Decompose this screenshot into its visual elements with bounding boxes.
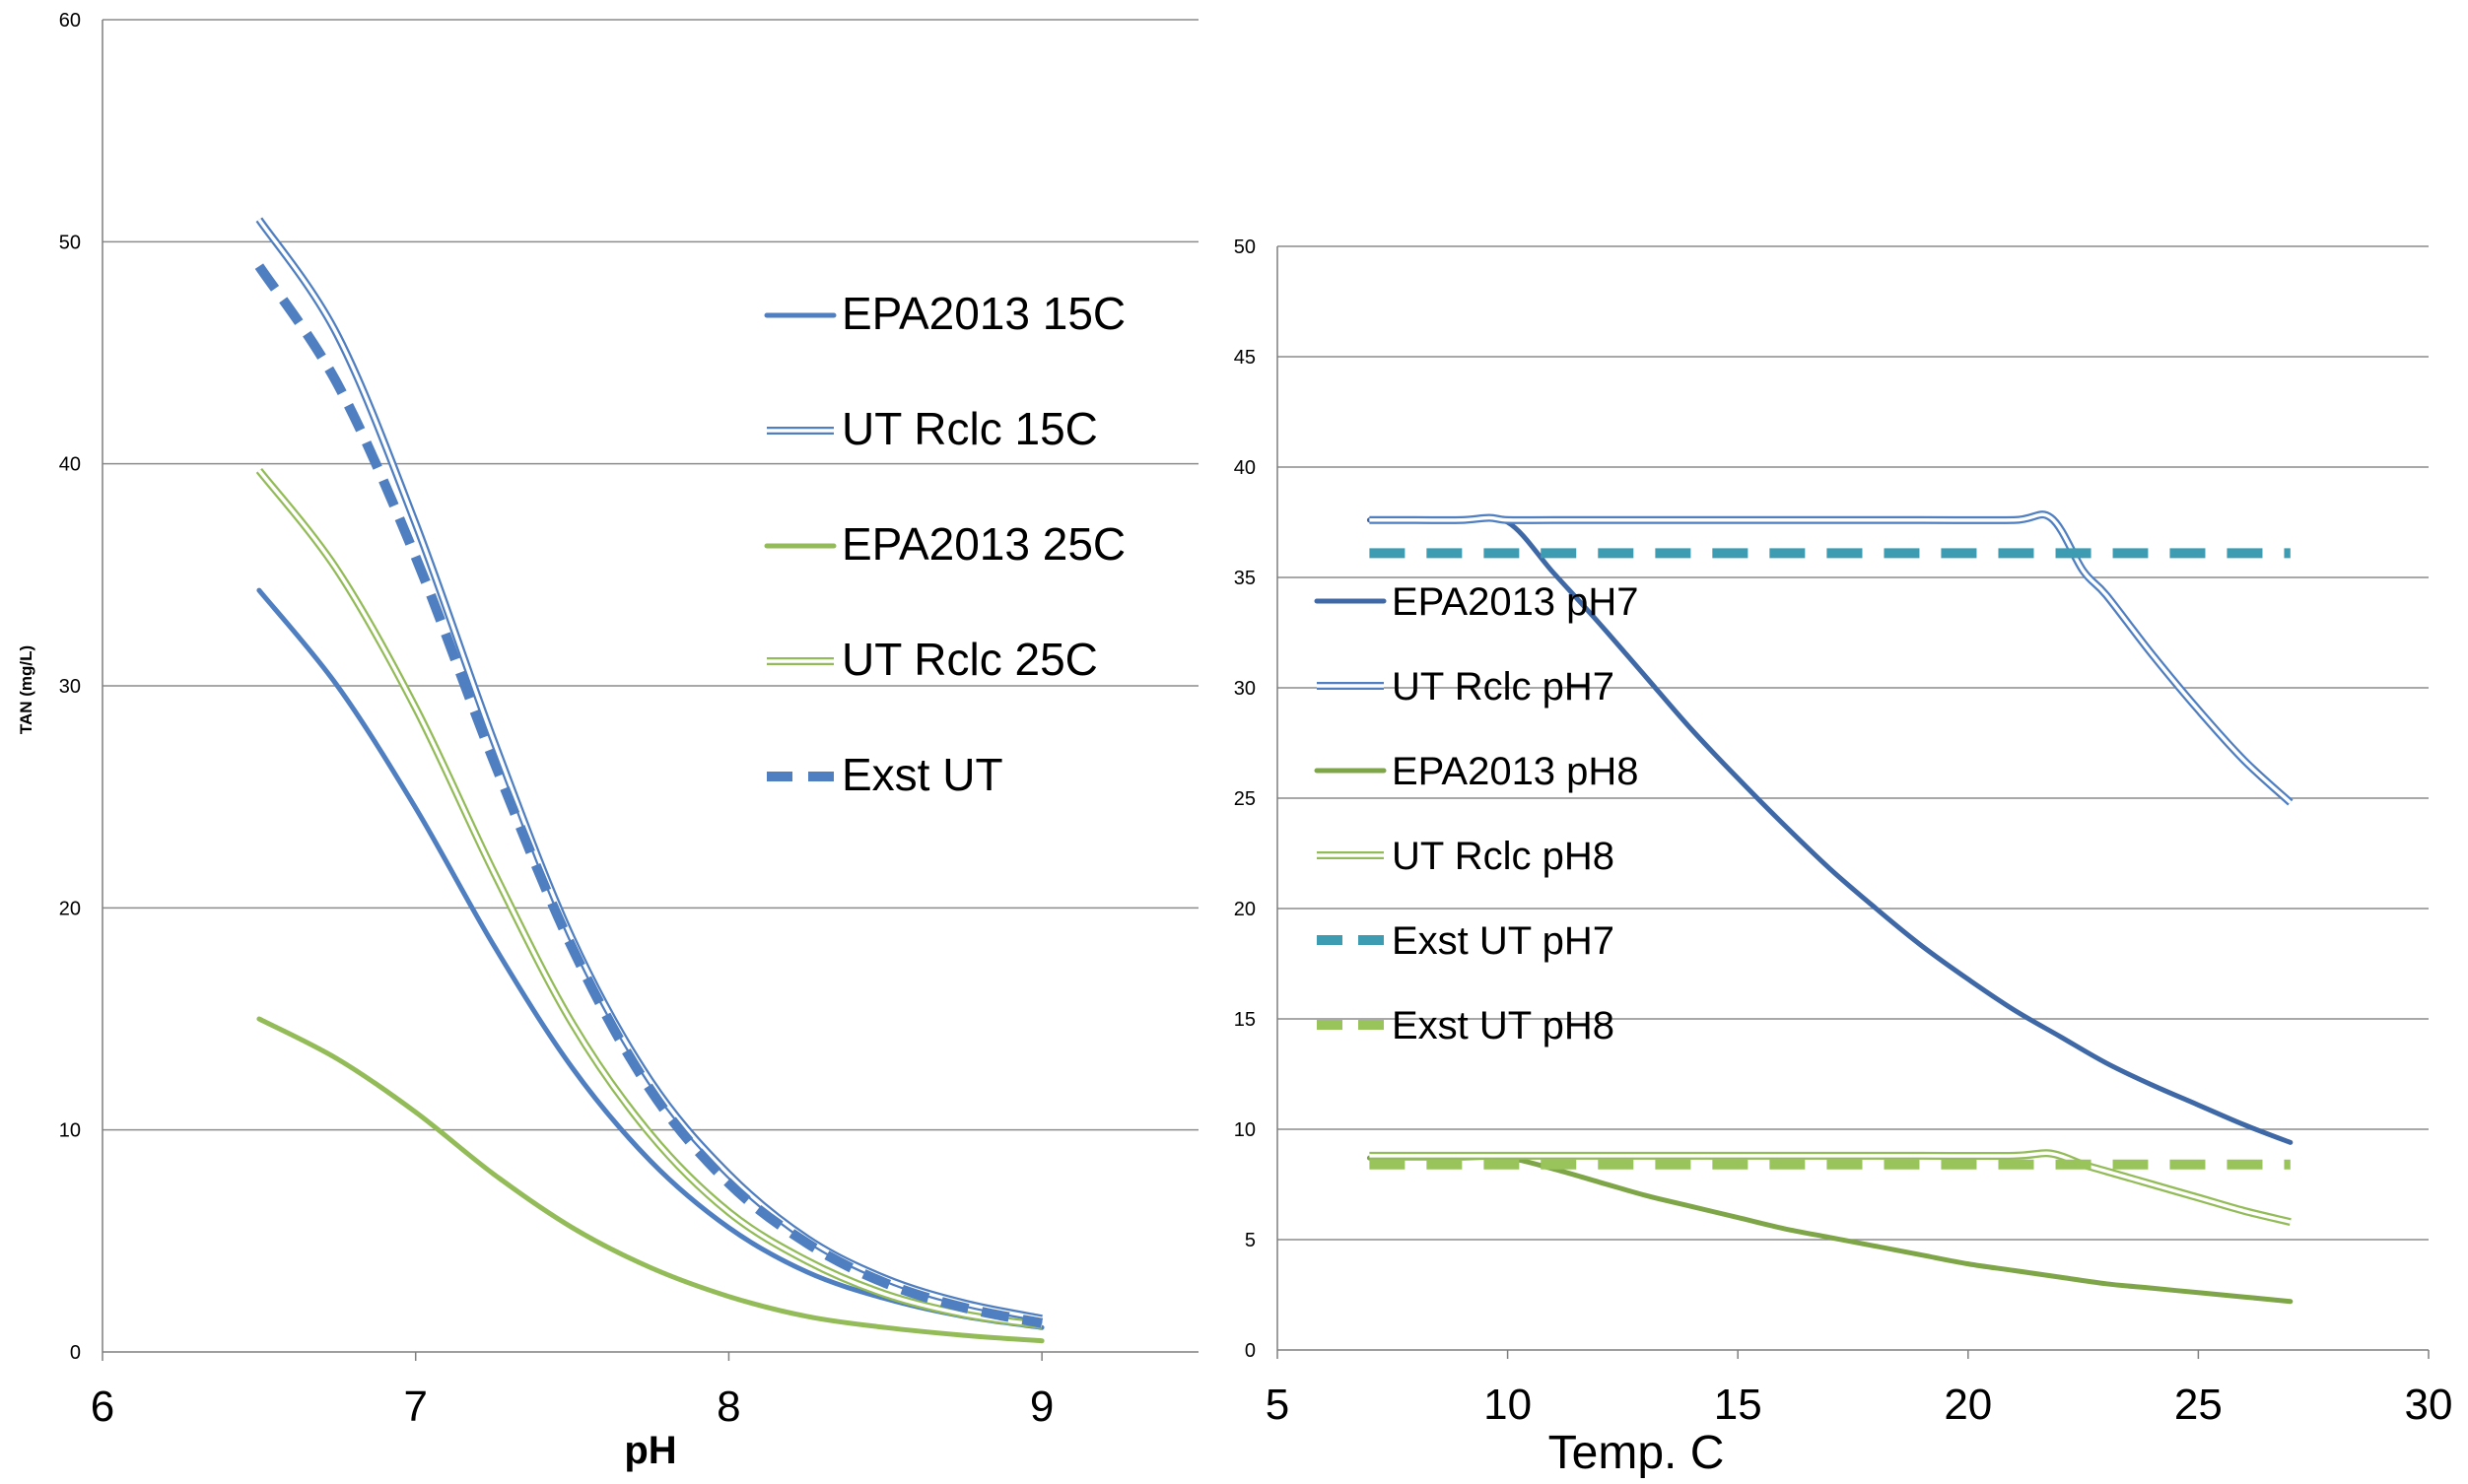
- ph-chart-series-epa2013-25c-line: [256, 1016, 1045, 1344]
- ph-chart-x-tick-labels: 6 7 8 9: [91, 1383, 1055, 1431]
- temperature-chart-gridlines: [1276, 245, 2430, 1359]
- temperature-chart-series-ut-rclc-ph8-core: [1369, 1151, 2292, 1224]
- ph-chart: 0 10 20 30 40 50 60 6 7 8 9 EPA2013 15C UT Rclc 15…: [17, 10, 1199, 1472]
- temperature-chart-legend-label: EPA2013 pH8: [1392, 750, 1639, 793]
- temperature-chart-series: [1366, 510, 2294, 1305]
- temperature-chart-legend: EPA2013 pH7 UT Rclc pH7 EPA2013 pH8 UT Rclc…: [1314, 580, 1639, 1047]
- temperature-chart-y-tick-label: 30: [1234, 678, 1256, 700]
- ph-chart-series-ut-rclc-25c-core: [257, 469, 1043, 1327]
- ph-chart-legend: EPA2013 15C UT Rclc 15C EPA2013 25C UT Rclc…: [764, 288, 1126, 800]
- ph-chart-x-tick-label: 6: [91, 1383, 114, 1431]
- ph-chart-legend-label: Exst UT: [842, 749, 1003, 800]
- temperature-chart-y-tick-labels: 0 5 10 15 20 25 30 35 40 45 50: [1234, 236, 1256, 1362]
- temperature-chart-legend-label: Exst UT pH8: [1392, 1004, 1614, 1047]
- temperature-chart-legend-label: UT Rclc pH8: [1392, 835, 1614, 878]
- ph-chart-legend-label: EPA2013 25C: [842, 518, 1126, 570]
- temperature-chart-series-epa2013-ph7-line: [1366, 514, 2294, 1145]
- ph-chart-x-tick-label: 7: [403, 1383, 427, 1431]
- ph-chart-y-tick-labels: 0 10 20 30 40 50 60: [59, 10, 81, 1364]
- temperature-chart-y-tick-label: 35: [1234, 568, 1256, 589]
- temperature-chart-x-tick-label: 10: [1483, 1381, 1532, 1429]
- temperature-chart-x-tick-label: 5: [1266, 1381, 1289, 1429]
- temperature-chart-y-tick-label: 15: [1234, 1009, 1256, 1031]
- ph-chart-y-tick-label: 20: [59, 898, 81, 919]
- temperature-chart-x-tick-labels: 5 10 15 20 25 30: [1266, 1381, 2453, 1429]
- temperature-chart-x-tick-label: 30: [2405, 1381, 2453, 1429]
- temperature-chart-x-axis-title: Temp. C: [1548, 1427, 1725, 1479]
- ph-chart-legend-label: EPA2013 15C: [842, 288, 1126, 339]
- temperature-chart-x-tick-label: 20: [1944, 1381, 1992, 1429]
- temperature-chart-series-epa2013-ph8-line: [1366, 1154, 2294, 1305]
- temperature-chart-y-tick-label: 5: [1245, 1230, 1256, 1251]
- ph-chart-y-tick-label: 60: [59, 10, 81, 32]
- ph-chart-x-axis-title: pH: [624, 1429, 676, 1472]
- ph-chart-x-tick-label: 9: [1030, 1383, 1054, 1431]
- ph-chart-y-tick-label: 30: [59, 676, 81, 698]
- temperature-chart-y-tick-label: 20: [1234, 899, 1256, 920]
- ph-chart-y-tick-label: 0: [70, 1342, 81, 1364]
- temperature-chart-y-tick-label: 40: [1234, 457, 1256, 479]
- temperature-chart-x-tick-label: 25: [2174, 1381, 2223, 1429]
- ph-chart-y-axis-title: TAN (mg/L): [17, 645, 35, 734]
- temperature-chart-legend-label: UT Rclc pH7: [1392, 665, 1614, 708]
- ph-chart-y-tick-label: 50: [59, 232, 81, 253]
- temperature-chart-legend-label: EPA2013 pH7: [1392, 580, 1639, 624]
- ph-chart-series-exst-ut-line: [254, 263, 1044, 1328]
- ph-chart-x-tick-label: 8: [717, 1383, 740, 1431]
- temperature-chart-series-ut-rclc-ph7-core: [1369, 512, 2292, 804]
- ph-chart-legend-label: UT Rclc 25C: [842, 634, 1098, 685]
- ph-chart-series-ut-rclc-25c-outline: [255, 467, 1043, 1329]
- temperature-chart-x-tick-label: 15: [1714, 1381, 1762, 1429]
- ph-chart-y-tick-label: 40: [59, 454, 81, 476]
- ph-chart-series: [254, 217, 1045, 1344]
- temperature-chart-y-tick-label: 25: [1234, 788, 1256, 810]
- temperature-chart-legend-label: Exst UT pH7: [1392, 919, 1614, 963]
- ph-chart-legend-label: UT Rclc 15C: [842, 403, 1098, 454]
- temperature-chart-y-tick-label: 45: [1234, 347, 1256, 369]
- ph-chart-gridlines: [102, 19, 1199, 1361]
- temperature-chart-y-tick-label: 10: [1234, 1119, 1256, 1141]
- temperature-chart-y-tick-label: 0: [1245, 1340, 1256, 1362]
- ph-chart-y-tick-label: 10: [59, 1120, 81, 1142]
- ph-chart-series-epa2013-15c-line: [256, 587, 1045, 1330]
- temperature-chart-y-tick-label: 50: [1234, 236, 1256, 258]
